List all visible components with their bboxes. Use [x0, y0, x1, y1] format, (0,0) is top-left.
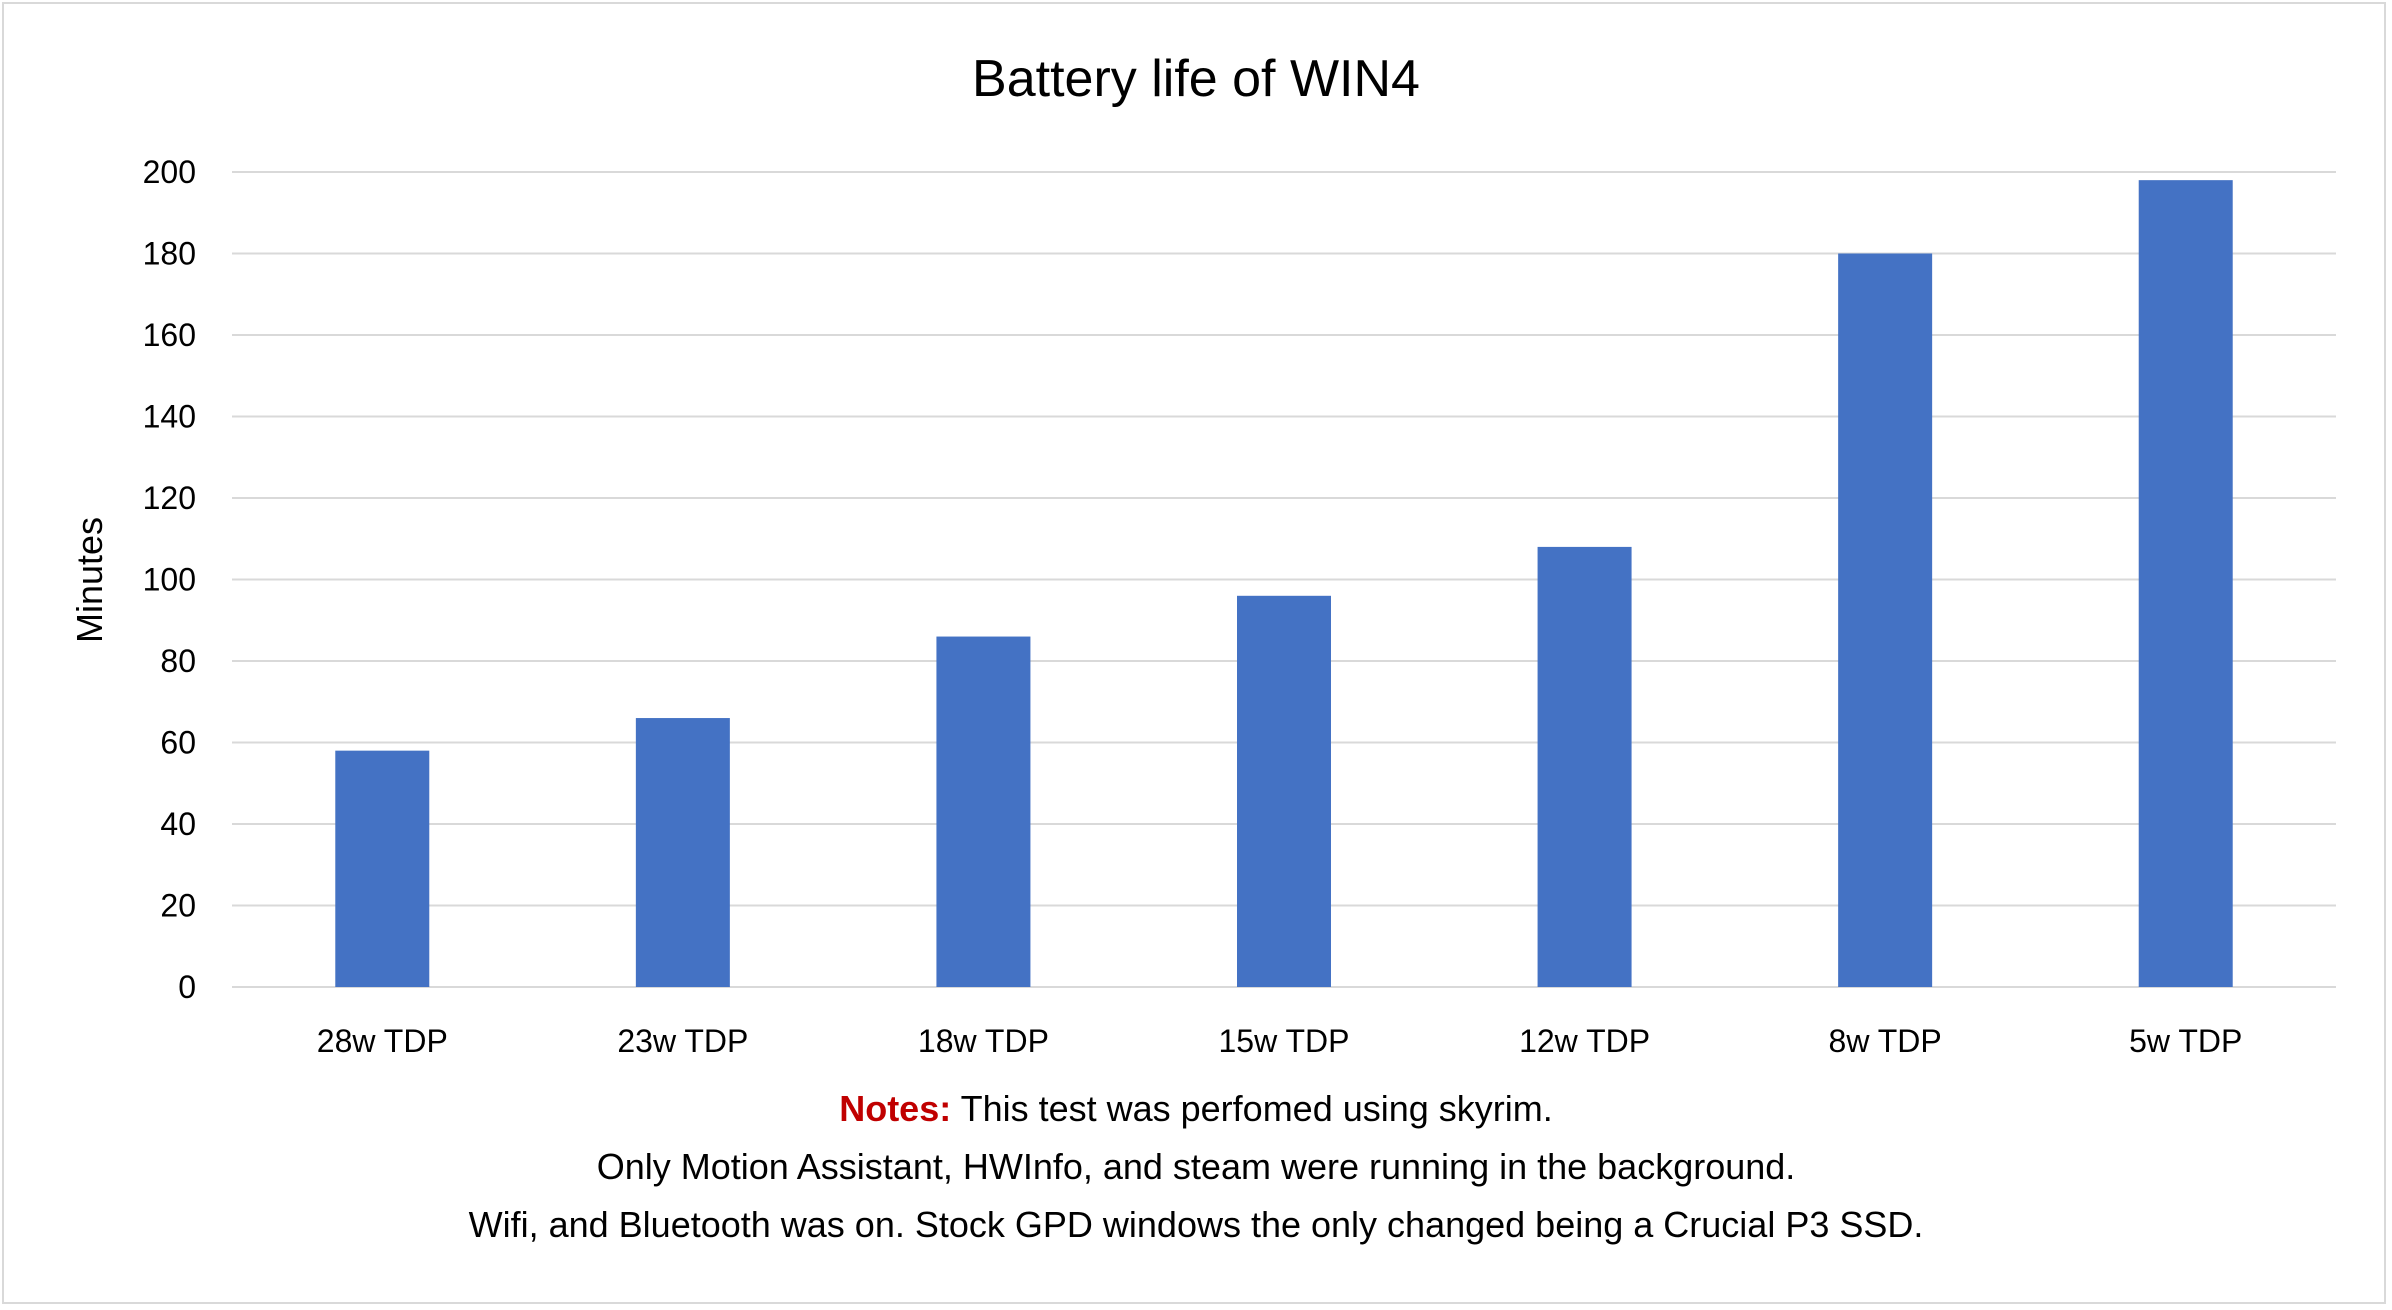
y-axis-label: Minutes [69, 517, 110, 643]
x-tick-label: 15w TDP [1218, 1023, 1349, 1059]
x-tick-label: 12w TDP [1519, 1023, 1650, 1059]
x-tick-label: 18w TDP [918, 1023, 1049, 1059]
notes-line-2: Only Motion Assistant, HWInfo, and steam… [596, 1146, 1796, 1187]
y-tick-label: 160 [143, 317, 196, 353]
y-tick-label: 180 [143, 236, 196, 272]
y-tick-label: 20 [160, 888, 196, 924]
y-tick-label: 120 [143, 480, 196, 516]
bar-15w-tdp [1237, 595, 1331, 987]
y-tick-label: 100 [143, 562, 196, 598]
bars [335, 180, 2233, 987]
x-tick-label: 23w TDP [617, 1023, 748, 1059]
y-tick-label: 140 [143, 399, 196, 435]
chart-title: Battery life of WIN4 [972, 50, 1420, 108]
bar-28w-tdp [335, 750, 430, 987]
notes-line-1: Notes: This test was perfomed using skyr… [0, 1080, 2392, 1138]
bar-8w-tdp [1838, 253, 1933, 987]
bar-5w-tdp [2138, 180, 2233, 987]
y-tick-label: 0 [178, 969, 196, 1005]
x-tick-labels: 28w TDP 23w TDP 18w TDP 15w TDP 12w TDP 8w TD… [317, 1023, 2243, 1059]
y-tick-label: 60 [160, 725, 196, 761]
x-tick-label: 28w TDP [317, 1023, 448, 1059]
bar-12w-tdp [1537, 546, 1632, 987]
y-tick-label: 40 [160, 806, 196, 842]
notes-label: Notes: [839, 1088, 952, 1129]
gridlines [232, 171, 2336, 988]
y-tick-label: 200 [143, 154, 196, 190]
bar-18w-tdp [936, 636, 1031, 987]
bar-23w-tdp [635, 718, 730, 987]
notes-text-1: This test was perfomed using skyrim. [960, 1088, 1553, 1129]
x-tick-label: 8w TDP [1829, 1023, 1942, 1059]
notes-block: Notes: This test was perfomed using skyr… [0, 1080, 2392, 1254]
notes-line-3: Wifi, and Bluetooth was on. Stock GPD wi… [468, 1204, 1924, 1245]
x-tick-label: 5w TDP [2129, 1023, 2242, 1059]
y-tick-labels: 0 20 40 60 80 100 120 140 160 180 200 [143, 154, 196, 1005]
y-tick-label: 80 [160, 643, 196, 679]
